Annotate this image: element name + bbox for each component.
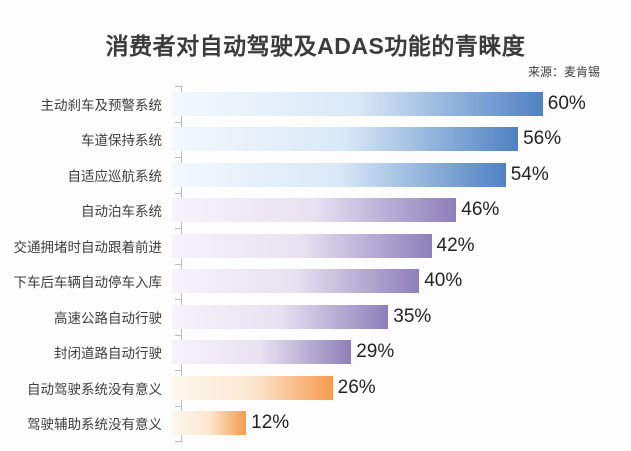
value-label: 60% <box>547 92 586 114</box>
chart-row: 自动泊车系统 46% <box>0 193 631 229</box>
bar <box>172 198 457 223</box>
axis-tick <box>175 441 181 442</box>
bar <box>172 269 420 294</box>
chart-row: 车道保持系统 56% <box>0 122 631 158</box>
category-label: 自适应巡航系统 <box>67 168 163 184</box>
value-label: 29% <box>356 341 395 363</box>
category-label: 自动泊车系统 <box>81 204 162 220</box>
value-label: 26% <box>337 376 376 398</box>
bar <box>172 340 352 365</box>
chart-row: 驾驶辅助系统没有意义 12% <box>0 406 631 442</box>
category-label: 主动刹车及预警系统 <box>40 97 163 113</box>
axis-tick <box>175 405 181 407</box>
axis-tick <box>175 192 181 194</box>
category-label: 车道保持系统 <box>81 133 162 149</box>
bar-area: 12% <box>172 406 631 442</box>
chart-row: 封闭道路自动行驶 29% <box>0 335 631 371</box>
bar-area: 42% <box>172 228 631 264</box>
bar <box>172 304 389 329</box>
bar <box>172 162 506 187</box>
value-label: 40% <box>424 270 463 292</box>
value-label: 46% <box>461 199 500 221</box>
chart-row: 主动刹车及预警系统 60% <box>0 86 631 122</box>
bar-area: 56% <box>172 122 631 158</box>
chart-row: 高速公路自动行驶 35% <box>0 299 631 335</box>
bar <box>172 411 247 436</box>
chart-row: 自适应巡航系统 54% <box>0 157 631 193</box>
value-label: 54% <box>510 163 549 185</box>
bar <box>172 91 543 116</box>
chart-row: 交通拥堵时自动跟着前进 42% <box>0 228 631 264</box>
bar-area: 26% <box>172 370 631 406</box>
axis-tick <box>175 299 181 300</box>
value-label: 56% <box>523 128 562 150</box>
bar-area: 29% <box>172 335 631 371</box>
category-label: 下车后车辆自动停车入库 <box>13 275 163 291</box>
axis-tick <box>175 86 181 87</box>
category-label: 驾驶辅助系统没有意义 <box>27 417 162 433</box>
chart-title: 消费者对自动驾驶及ADAS功能的青睐度 <box>105 33 526 59</box>
bar-area: 40% <box>172 264 631 300</box>
category-label: 自动驾驶系统没有意义 <box>27 381 162 397</box>
axis-tick <box>175 121 181 123</box>
bar <box>172 127 519 152</box>
bar-area: 54% <box>172 157 631 193</box>
bar-area: 46% <box>172 193 631 229</box>
axis-tick <box>175 157 181 158</box>
category-label: 高速公路自动行驶 <box>54 310 162 326</box>
value-label: 42% <box>436 234 475 256</box>
axis-tick <box>175 334 181 336</box>
y-axis <box>181 86 182 442</box>
bar-chart: 主动刹车及预警系统 60% 车道保持系统 56% 自适应巡航系统 54% 自动泊车系统 46%… <box>0 86 631 442</box>
bar-area: 60% <box>172 86 631 122</box>
chart-row: 自动驾驶系统没有意义 26% <box>0 370 631 406</box>
category-label: 封闭道路自动行驶 <box>54 346 162 362</box>
bar-area: 35% <box>172 299 631 335</box>
source-label: 来源：麦肯锡 <box>527 65 600 79</box>
axis-tick <box>175 228 181 229</box>
bar <box>172 375 333 400</box>
axis-tick <box>175 370 181 371</box>
category-label: 交通拥堵时自动跟着前进 <box>13 239 163 255</box>
chart-row: 下车后车辆自动停车入库 40% <box>0 264 631 300</box>
value-label: 12% <box>251 412 290 434</box>
bar <box>172 233 432 258</box>
value-label: 35% <box>393 305 432 327</box>
axis-tick <box>175 263 181 265</box>
